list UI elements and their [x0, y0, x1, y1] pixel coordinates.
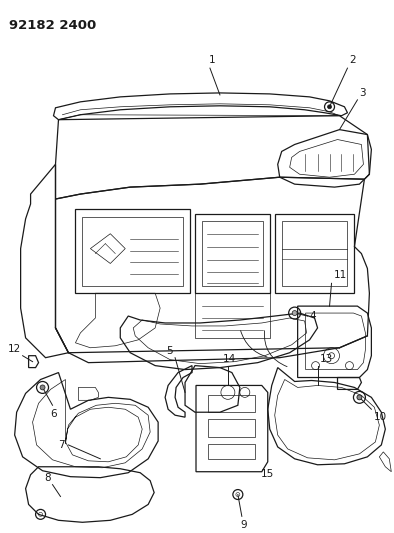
Text: 10: 10: [374, 412, 387, 422]
Circle shape: [292, 311, 297, 316]
Text: 11: 11: [333, 270, 347, 280]
Text: 14: 14: [223, 353, 236, 364]
Text: 9: 9: [240, 520, 247, 530]
Circle shape: [357, 395, 362, 400]
Text: 4: 4: [310, 311, 316, 321]
Circle shape: [327, 105, 331, 109]
Text: 13: 13: [320, 353, 333, 364]
Text: 7: 7: [58, 440, 65, 450]
Text: 2: 2: [349, 55, 356, 65]
Text: 15: 15: [261, 469, 274, 479]
Circle shape: [40, 385, 45, 390]
Text: 5: 5: [166, 346, 173, 356]
Text: 12: 12: [7, 344, 20, 354]
Text: 8: 8: [44, 473, 50, 482]
Text: 92182 2400: 92182 2400: [9, 19, 96, 31]
Text: 1: 1: [209, 55, 215, 65]
Text: 6: 6: [50, 409, 57, 419]
Text: 3: 3: [359, 88, 366, 98]
